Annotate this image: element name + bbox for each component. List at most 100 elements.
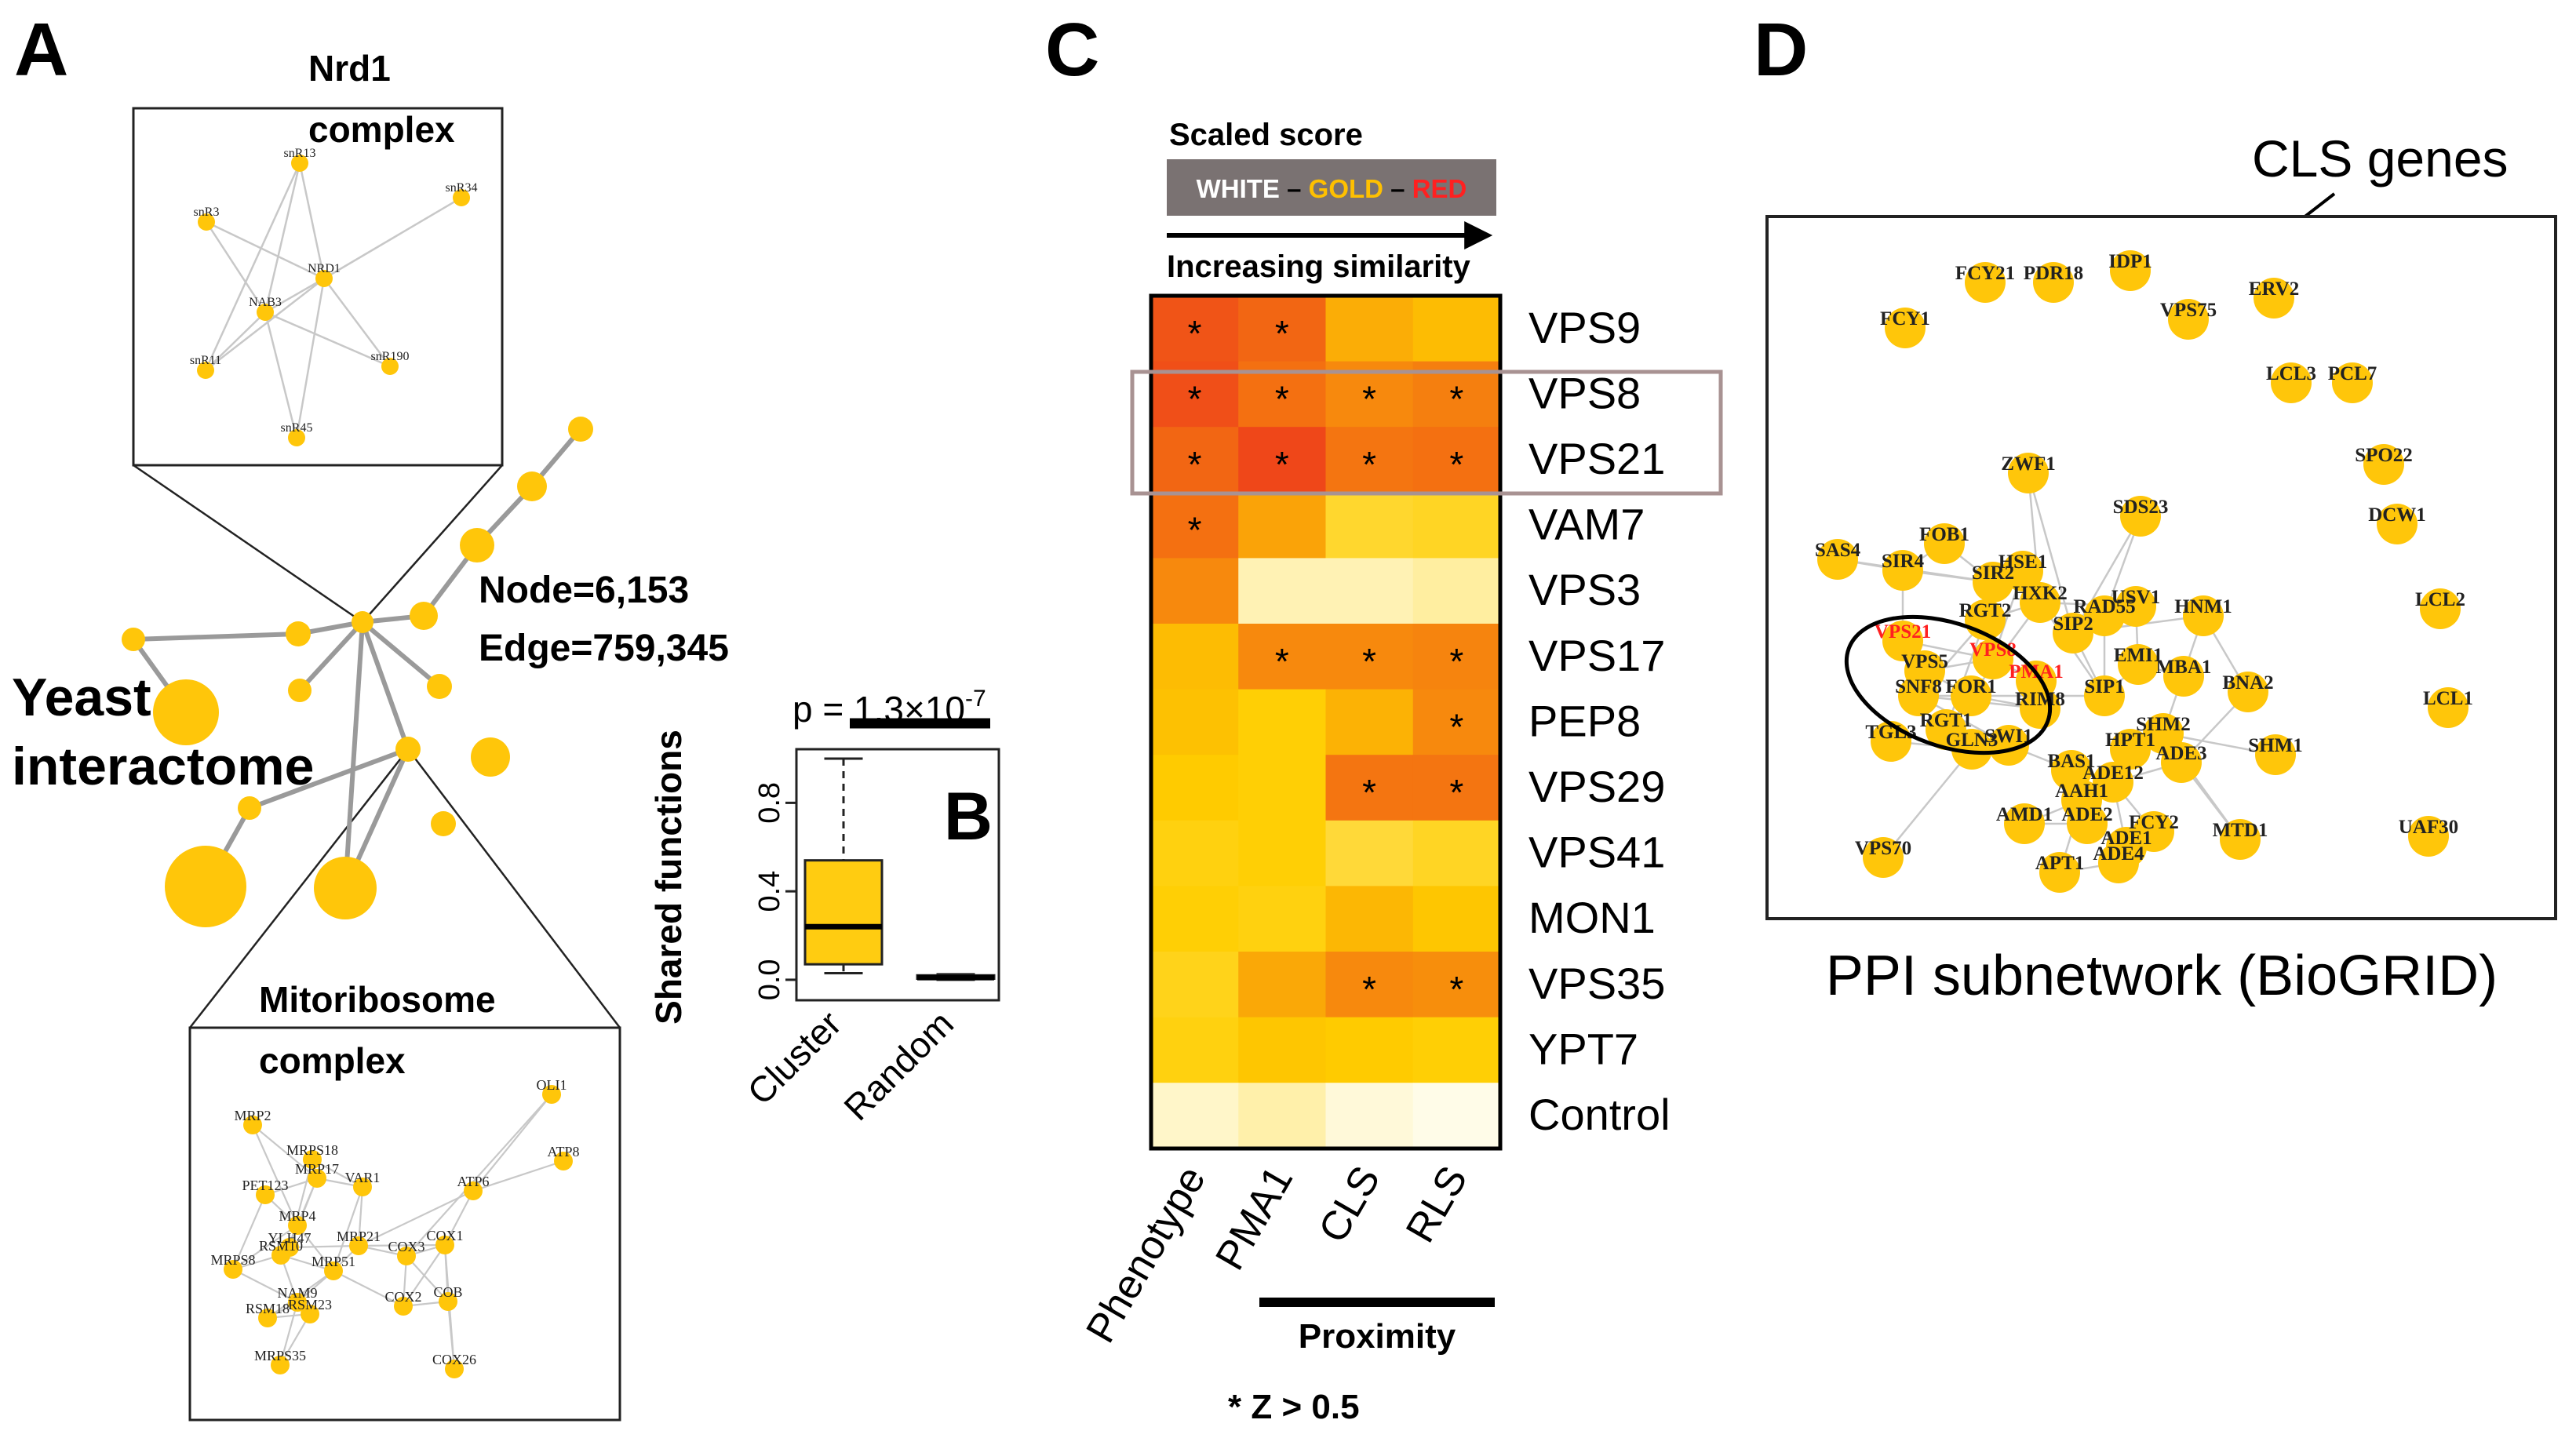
heat-cell-ypt7-pma1: [1238, 1017, 1326, 1083]
nrd1-edge: [206, 220, 325, 280]
yeast-interactome-title-line2: interactome: [12, 737, 314, 796]
nrd1-node-snr11: [197, 362, 214, 379]
ppi-label-lcl1: LCL1: [2423, 688, 2473, 709]
ppi-node-sir4: [1882, 550, 1923, 591]
boxplot-xtick-random: Random: [836, 1003, 961, 1128]
ppi-node-vps21: [1882, 621, 1923, 661]
mito-edge: [472, 1094, 552, 1192]
nrd1-node-nab3: [257, 304, 274, 321]
nrd1-node-snr3: [198, 213, 215, 231]
mito-edge: [333, 1270, 404, 1307]
nrd1-node-snr34: [453, 189, 470, 206]
ppi-label-vps21: VPS21: [1875, 621, 1931, 643]
heat-cell-control-cls: [1325, 1083, 1414, 1149]
ppi-node-apt1: [2039, 852, 2080, 893]
interactome-node: [395, 737, 421, 762]
heat-cell-mon1-cls: [1325, 886, 1414, 952]
ppi-node-rad55: [2084, 595, 2125, 636]
cls-genes-callout: CLS genes: [2252, 129, 2509, 187]
mito-edge: [252, 1124, 318, 1179]
ppi-node-erv2: [2254, 278, 2294, 319]
heat-cell-vps41-rls: [1412, 820, 1501, 886]
ppi-label-hxk2: HXK2: [2013, 583, 2067, 604]
ppi-label-vps5: VPS5: [1901, 651, 1948, 672]
nrd1-title-line2: complex: [308, 109, 455, 150]
mito-label-rsm18: RSM18: [246, 1301, 290, 1316]
ppi-node-amd1: [2004, 803, 2045, 844]
heat-cell-pep8-pma1: [1238, 689, 1326, 755]
heat-cell-vps17-pma1: [1238, 624, 1326, 690]
ppi-label-apt1: APT1: [2035, 853, 2085, 874]
interactome-node: [410, 602, 438, 630]
mito-label-atp6: ATP6: [457, 1174, 489, 1189]
mito-edge: [357, 1186, 364, 1247]
ppi-node-fcy21: [1965, 262, 2006, 303]
interactome-edge: [360, 621, 410, 751]
ppi-node-lcl1: [2428, 687, 2469, 728]
mito-node-cox26: [445, 1360, 464, 1378]
boxplot-ytick-label: 0.4: [753, 871, 786, 912]
heat-row-label-vps21: VPS21: [1528, 434, 1665, 483]
heat-star-vps9-pma1: *: [1275, 313, 1289, 354]
ppi-label-fcy21: FCY21: [1955, 263, 2015, 284]
nrd1-label-snr45: snR45: [281, 421, 313, 435]
heat-cell-vps35-pma1: [1238, 952, 1326, 1018]
mito-label-mrp21: MRP21: [337, 1229, 381, 1244]
ppi-edge: [1882, 748, 1973, 858]
heat-star-vps35-cls: *: [1362, 969, 1376, 1010]
mito-title-line2: complex: [259, 1040, 406, 1081]
ppi-node-for1: [1951, 675, 1991, 716]
heat-cell-vps17-cls: [1325, 624, 1414, 690]
heat-cell-vps29-rls: [1412, 755, 1501, 821]
mito-zoom-line-right: [407, 748, 621, 1028]
panel-c-label: C: [1045, 8, 1099, 92]
ppi-label-erv2: ERV2: [2249, 278, 2299, 300]
mito-edge: [279, 1313, 311, 1366]
heat-cell-vps41-phenotype: [1151, 820, 1239, 886]
heat-cell-ypt7-phenotype: [1151, 1017, 1239, 1083]
mito-edge: [251, 1124, 299, 1226]
heat-col-label-cls: CLS: [1310, 1159, 1390, 1251]
ppi-node-gln3: [1951, 729, 1992, 770]
mito-label-mrp51: MRP51: [312, 1254, 355, 1269]
heat-col-label-rls: RLS: [1397, 1159, 1477, 1251]
boxplot-ylabel: Shared functions: [648, 730, 689, 1025]
highlight-box: [1130, 370, 1723, 496]
interactome-edge: [133, 632, 299, 642]
nrd1-edge: [264, 311, 391, 368]
heat-cell-vam7-rls: [1412, 492, 1501, 559]
ppi-node-ade3: [2161, 742, 2202, 783]
nrd1-label-snr3: snR3: [194, 206, 220, 219]
nrd1-edge: [264, 311, 298, 439]
heat-cell-vps21-rls: [1412, 427, 1501, 493]
mito-edge: [406, 1255, 449, 1302]
ppi-label-vps70: VPS70: [1855, 838, 1911, 859]
heat-star-vps8-cls: *: [1362, 378, 1376, 419]
mito-label-cob: COB: [433, 1284, 462, 1300]
heat-cell-vps9-cls: [1325, 296, 1414, 362]
mito-edge: [472, 1160, 564, 1192]
heatmap-row-labels: VPS9 VPS8 VPS21 VAM7 VPS3 VPS17 PEP8 VPS29 VPS41…: [1528, 303, 1671, 1139]
heat-star-vps21-cls: *: [1362, 444, 1376, 485]
ppi-label-gln3: GLN3: [1946, 730, 1998, 751]
mito-label-mrp17: MRP17: [295, 1161, 339, 1177]
mito-label-cox1: COX1: [426, 1228, 463, 1243]
mito-node-mrps18: [303, 1150, 322, 1169]
heat-cell-vps41-cls: [1325, 820, 1414, 886]
interactome-node: [286, 621, 311, 646]
ppi-node-mtd1: [2220, 819, 2261, 860]
nrd1-network: snR13 snR34 snR3 NRD1 NAB3 snR11 snR190 snR45: [190, 147, 477, 446]
heat-row-label-mon1: MON1: [1528, 893, 1656, 942]
interactome-node: [238, 796, 261, 820]
ppi-label-sip1: SIP1: [2084, 676, 2124, 697]
ppi-node-pcl7: [2332, 362, 2373, 403]
mito-label-var1: VAR1: [345, 1170, 381, 1185]
mito-zoom-line-left: [189, 748, 409, 1028]
ppi-label-bna2: BNA2: [2222, 672, 2273, 694]
heat-cell-vps35-cls: [1325, 952, 1414, 1018]
heat-cell-vps17-rls: [1412, 624, 1501, 690]
ppi-node-fcy1: [1885, 308, 1926, 348]
mito-node-oli1: [542, 1085, 561, 1104]
heat-star-vps21-pma1: *: [1275, 444, 1289, 485]
